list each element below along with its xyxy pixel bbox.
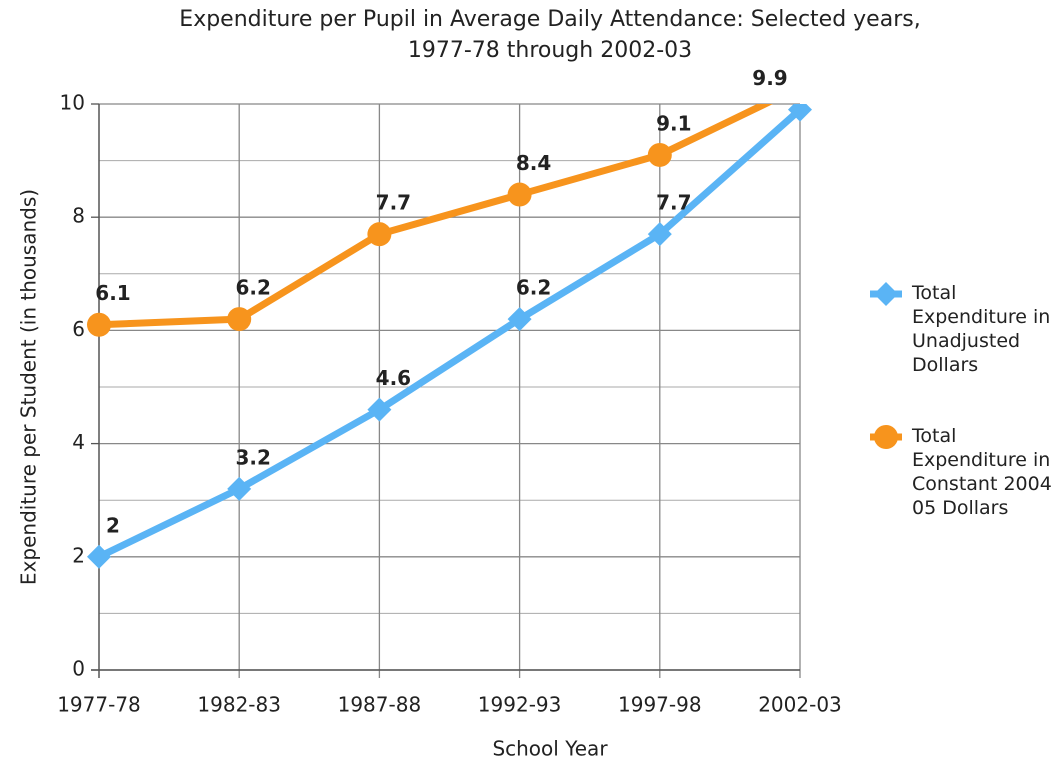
- point: [507, 307, 532, 332]
- y-tick-label: 4: [72, 430, 85, 454]
- point: [507, 182, 532, 207]
- data-label: 7.7: [376, 191, 411, 215]
- point: [227, 476, 252, 501]
- data-label: 8.4: [516, 151, 551, 175]
- point: [788, 104, 812, 122]
- point: [647, 222, 672, 247]
- series-line: [97, 107, 803, 560]
- point: [367, 222, 392, 247]
- data-label: 9.9: [752, 66, 787, 90]
- data-label: 2: [106, 513, 120, 537]
- point: [87, 312, 111, 337]
- x-tick-label: 1982-83: [197, 693, 281, 717]
- legend-label: Total Expenditure in Unadjusted Dollars: [912, 282, 1051, 376]
- y-tick-label: 6: [72, 317, 85, 341]
- plot-area: [87, 75, 812, 569]
- legend-marker: [874, 425, 898, 449]
- x-axis-title: School Year: [492, 737, 608, 761]
- x-tick-label: 1987-88: [338, 693, 422, 717]
- chart-title: Expenditure per Pupil in Average Daily A…: [179, 7, 921, 63]
- legend-marker: [874, 282, 898, 306]
- data-label: 6.2: [235, 276, 270, 300]
- x-tick-label: 2002-03: [758, 693, 842, 717]
- x-tick-label: 1997-98: [618, 693, 702, 717]
- y-tick-label: 10: [60, 91, 85, 115]
- point: [87, 544, 111, 569]
- point: [367, 397, 392, 422]
- x-tick-label: 1992-93: [478, 693, 562, 717]
- y-tick-label: 8: [72, 204, 85, 228]
- legend-label: Total Expenditure in Constant 2004-05 Do…: [912, 425, 1052, 519]
- point: [647, 142, 672, 167]
- y-axis-title: Expenditure per Student (in thousands): [17, 189, 41, 585]
- point: [788, 75, 812, 99]
- y-tick-label: 0: [72, 657, 85, 681]
- x-tick-label: 1977-78: [57, 693, 141, 717]
- y-tick-label: 2: [72, 543, 85, 567]
- data-label: 6.1: [95, 281, 130, 305]
- data-label: 3.2: [235, 445, 270, 469]
- series-line: [98, 104, 773, 329]
- data-label: 9.1: [656, 111, 691, 135]
- data-label: 6.2: [516, 276, 551, 300]
- data-label: 4.6: [376, 366, 411, 390]
- data-label: 7.7: [656, 191, 691, 215]
- point: [227, 307, 252, 332]
